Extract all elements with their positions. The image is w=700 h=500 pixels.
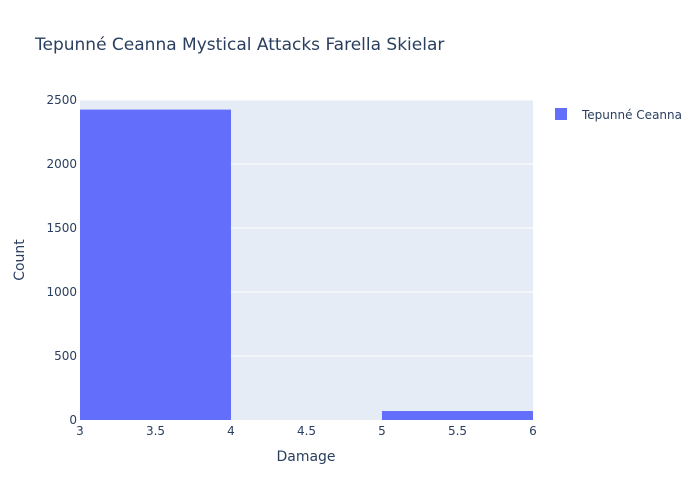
x-axis-ticks: 3 3.5 4 4.5 5 5.5 6 [76, 424, 537, 438]
y-tick-label: 500 [54, 349, 77, 363]
x-tick-label: 4.5 [297, 424, 316, 438]
bars [80, 109, 533, 420]
x-tick-label: 3.5 [146, 424, 165, 438]
y-tick-label: 0 [69, 413, 77, 427]
y-tick-label: 2500 [46, 93, 77, 107]
legend-label: Tepunné Ceanna [581, 108, 682, 122]
x-tick-label: 3 [76, 424, 84, 438]
legend-swatch [555, 108, 567, 120]
y-tick-label: 1000 [46, 285, 77, 299]
x-axis-label: Damage [276, 449, 335, 465]
y-tick-label: 1500 [46, 221, 77, 235]
y-axis-ticks: 0 500 1000 1500 2000 2500 [46, 93, 77, 427]
histogram-bar[interactable] [382, 411, 533, 420]
x-tick-label: 5 [378, 424, 386, 438]
chart-title: Tepunné Ceanna Mystical Attacks Farella … [34, 35, 444, 55]
x-tick-label: 4 [227, 424, 235, 438]
legend[interactable]: Tepunné Ceanna [555, 108, 682, 122]
x-tick-label: 5.5 [448, 424, 467, 438]
y-tick-label: 2000 [46, 157, 77, 171]
y-axis-label: Count [12, 239, 28, 281]
x-tick-label: 6 [529, 424, 537, 438]
histogram-bar[interactable] [80, 109, 231, 420]
